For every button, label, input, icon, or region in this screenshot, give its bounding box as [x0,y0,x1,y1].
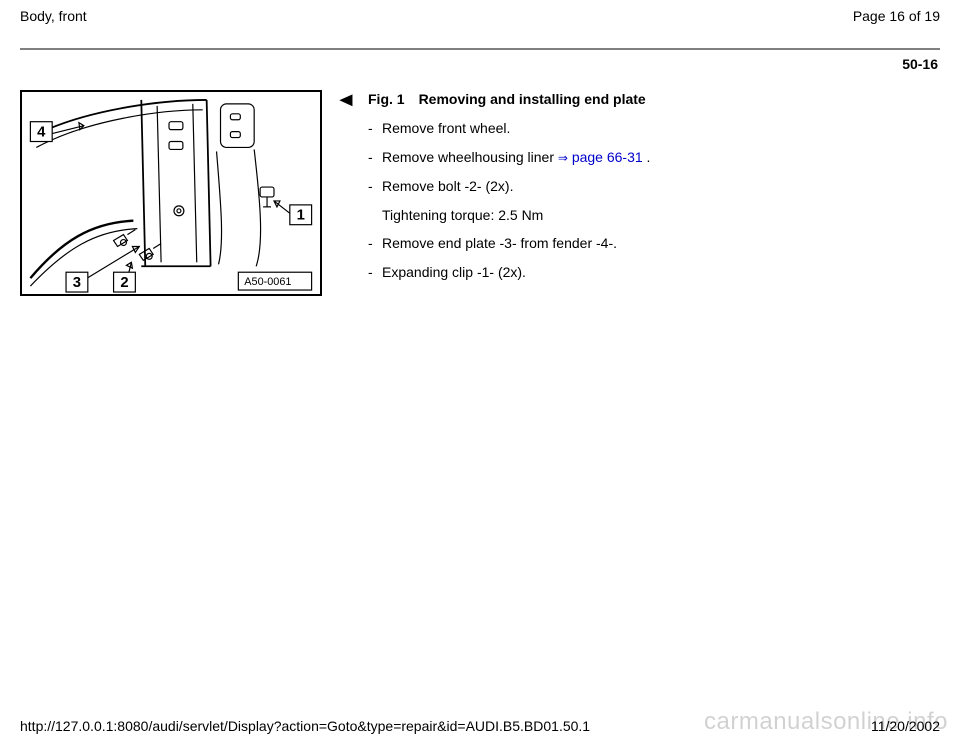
step-list: Remove front wheel. Remove wheelhousing … [368,119,940,282]
step-text-before: Remove wheelhousing liner [382,149,558,165]
callout-2: 2 [120,275,128,291]
page-number: 50-16 [20,56,940,72]
instructions-column: Fig. 1Removing and installing end plate … [368,90,940,292]
figure-caption-label: Fig. 1 [368,91,405,107]
figure-column: 4 1 3 2 A50-0061 [20,90,322,296]
figure-caption: Fig. 1 Removing and installing end plate [368,90,940,109]
step-text: Remove bolt -2- (2x). [382,178,513,194]
step-text: Remove front wheel. [382,120,510,136]
step-item: Remove front wheel. [368,119,940,138]
step-item: Expanding clip -1- (2x). [368,263,940,282]
callout-3: 3 [73,275,81,291]
header-rule [20,48,940,50]
callout-4: 4 [37,125,46,141]
step-item: Tightening torque: 2.5 Nm [368,206,940,225]
figure-partcode: A50-0061 [244,276,291,288]
footer-url: http://127.0.0.1:8080/audi/servlet/Displ… [20,718,590,734]
step-text-after: . [643,149,651,165]
pointer-arrow-icon: ◄ [335,90,357,110]
footer-date: 11/20/2002 [871,718,940,734]
step-text: Expanding clip -1- (2x). [382,264,526,280]
step-item: Remove bolt -2- (2x). [368,177,940,196]
header-page-of: Page 16 of 19 [853,8,940,24]
page-link[interactable]: page 66-31 [572,149,643,165]
figure-illustration: 4 1 3 2 A50-0061 [20,90,322,296]
header-title: Body, front [20,8,87,24]
link-arrow-icon: ⇒ [558,151,568,165]
step-item: Remove wheelhousing liner ⇒ page 66-31 . [368,148,940,167]
step-text: Tightening torque: 2.5 Nm [382,207,543,223]
callout-1: 1 [297,208,305,224]
figure-caption-text: Removing and installing end plate [419,91,646,107]
step-text: Remove end plate -3- from fender -4-. [382,235,617,251]
step-item: Remove end plate -3- from fender -4-. [368,234,940,253]
